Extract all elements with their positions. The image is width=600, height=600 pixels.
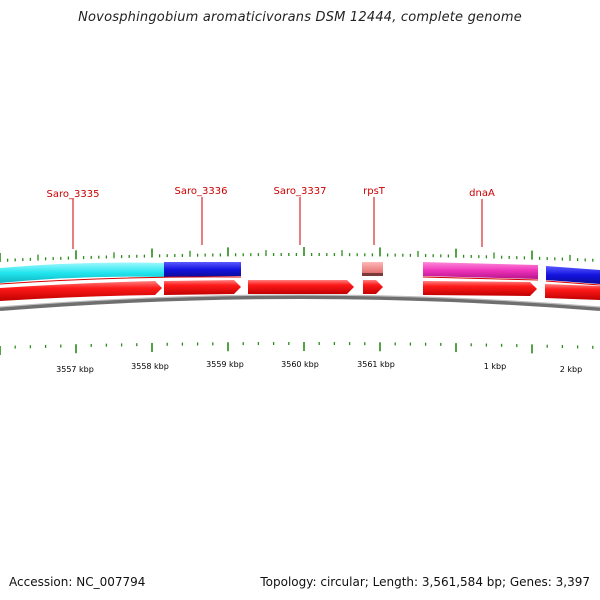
feature-cyan bbox=[0, 262, 164, 283]
inner-tick-marks bbox=[0, 342, 594, 355]
feature-outline-right bbox=[422, 276, 600, 286]
kbp-label-1: 1 kbp bbox=[484, 362, 506, 371]
feature-pink-rpst bbox=[362, 262, 383, 274]
gene-callout-lines bbox=[72, 197, 483, 249]
cds-arrow-saro-3337 bbox=[248, 280, 354, 294]
map-title: Novosphingobium aromaticivorans DSM 1244… bbox=[78, 10, 522, 25]
cds-arrow-saro-3335 bbox=[0, 281, 162, 301]
feature-magenta-dnaa bbox=[423, 262, 538, 279]
gene-label-dnaa: dnaA bbox=[469, 188, 495, 199]
gene-label-rpst: rpsT bbox=[363, 186, 386, 197]
feature-pink-rpst-base bbox=[362, 273, 383, 276]
outer-tick-marks bbox=[0, 247, 594, 262]
topology-summary-text: Topology: circular; Length: 3,561,584 bp… bbox=[260, 575, 590, 589]
feature-blue-saro-3336 bbox=[164, 262, 241, 277]
cds-arrow-rpst bbox=[363, 280, 383, 294]
accession-text: Accession: NC_007794 bbox=[9, 575, 146, 589]
feature-blue-right bbox=[546, 266, 600, 284]
cds-arrow-dnaa bbox=[423, 281, 537, 296]
kbp-label-3559: 3559 kbp bbox=[206, 360, 244, 369]
gene-label-saro-3335: Saro_3335 bbox=[47, 189, 100, 200]
cds-arrow-saro-3336 bbox=[164, 280, 241, 295]
kbp-label-3558: 3558 kbp bbox=[131, 362, 169, 371]
cds-arrow-right bbox=[545, 284, 600, 300]
kbp-label-3560: 3560 kbp bbox=[281, 360, 319, 369]
kbp-label-3561: 3561 kbp bbox=[357, 360, 395, 369]
gene-label-saro-3337: Saro_3337 bbox=[274, 186, 327, 197]
kbp-label-3557: 3557 kbp bbox=[56, 365, 94, 374]
genome-backbone-highlight bbox=[0, 294, 600, 308]
feature-outline-left bbox=[0, 276, 242, 285]
gene-label-saro-3336: Saro_3336 bbox=[175, 186, 228, 197]
genome-backbone bbox=[0, 295, 600, 311]
kbp-label-2: 2 kbp bbox=[560, 365, 582, 374]
